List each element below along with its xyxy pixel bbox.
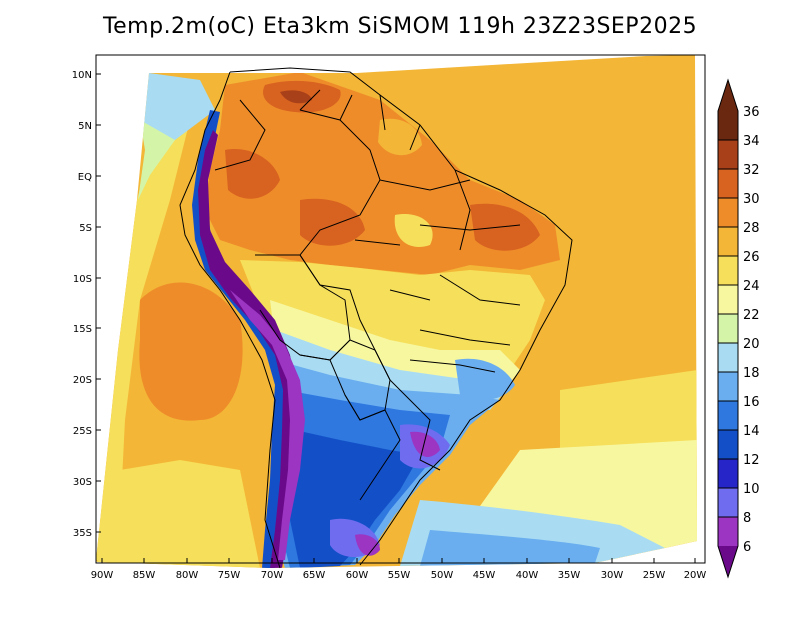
- temperature-field: [96, 68, 697, 568]
- lat-label: 30S: [73, 477, 92, 488]
- colorbar-swatch: [718, 488, 738, 517]
- colorbar-label: 12: [743, 453, 760, 468]
- colorbar-swatch: [718, 430, 738, 459]
- lon-label: 25W: [643, 570, 666, 581]
- lat-label: 20S: [73, 375, 92, 386]
- ocean-zone-pacific-south: [97, 460, 260, 568]
- zone-pampas-coldest: [355, 534, 380, 556]
- latitude-labels: 10N 5N EQ 5S 10S 15S 20S 25S 30S 35S: [72, 70, 92, 539]
- lon-label: 45W: [473, 570, 496, 581]
- lat-label: EQ: [78, 172, 92, 183]
- zone-southeast-cool: [455, 358, 515, 401]
- lon-label: 40W: [516, 570, 539, 581]
- ocean-zone-south-colder: [420, 530, 600, 566]
- colorbar-label: 24: [743, 279, 760, 294]
- border-states: [354, 169, 521, 373]
- colorbar-label: 18: [743, 366, 760, 381]
- ocean-zone-cool-west: [96, 110, 190, 560]
- lon-label: 50W: [431, 570, 454, 581]
- lat-label: 5N: [78, 121, 92, 132]
- colorbar: 6 8 10 12 14 16 18 20 22 24 26 28 30 32 …: [717, 78, 760, 579]
- zone-amazon-hot-east: [470, 203, 540, 251]
- colorbar-swatch: [718, 256, 738, 285]
- colorbar-label: 26: [743, 250, 760, 265]
- colorbar-swatch: [718, 111, 738, 140]
- colorbar-swatch: [718, 169, 738, 198]
- zone-amazon-warm: [205, 72, 560, 275]
- colorbar-swatch: [718, 401, 738, 430]
- political-borders: [179, 67, 573, 569]
- colorbar-labels: 6 8 10 12 14 16 18 20 22 24 26 28 30 32 …: [743, 105, 760, 555]
- colorbar-label: 16: [743, 395, 760, 410]
- ocean-zone-warm-pacific: [139, 282, 243, 421]
- colorbar-label: 22: [743, 308, 760, 323]
- colorbar-swatch: [718, 285, 738, 314]
- lat-label: 15S: [73, 324, 92, 335]
- zone-south-colder: [290, 430, 420, 568]
- ocean-zone-nw-mild: [138, 120, 175, 200]
- zone-central-mild: [240, 260, 545, 375]
- colorbar-label: 32: [743, 163, 760, 178]
- colorbar-swatch: [718, 343, 738, 372]
- colorbar-swatch: [718, 227, 738, 256]
- longitude-labels: 90W 85W 80W 75W 70W 65W 60W 55W 50W 45W …: [91, 570, 707, 581]
- map-title: Temp.2m(oC) Eta3km SiSMOM 119h 23Z23SEP2…: [102, 14, 698, 39]
- colorbar-top-arrow: [718, 80, 738, 111]
- colorbar-swatch: [718, 459, 738, 488]
- lon-label: 55W: [388, 570, 411, 581]
- lon-label: 20W: [684, 570, 707, 581]
- lon-label: 85W: [133, 570, 156, 581]
- colorbar-swatch: [718, 372, 738, 401]
- colorbar-bottom-arrow: [718, 546, 738, 577]
- colorbar-label: 8: [743, 511, 751, 526]
- zone-amazon-hot-west: [225, 149, 280, 199]
- zone-andes-purple: [230, 290, 305, 560]
- colorbar-outline: [717, 78, 739, 579]
- lat-label: 10S: [73, 274, 92, 285]
- lon-label: 30W: [601, 570, 624, 581]
- colorbar-label: 34: [743, 134, 760, 149]
- lon-label: 75W: [218, 570, 241, 581]
- zone-amazon-mild-patch: [378, 118, 422, 156]
- zone-amazon-mild-patch-2: [394, 214, 433, 247]
- colorbar-label: 28: [743, 221, 760, 236]
- zone-south-coldest-patch: [410, 431, 440, 457]
- colorbar-swatch: [718, 140, 738, 169]
- colorbar-label: 10: [743, 482, 760, 497]
- lon-label: 35W: [558, 570, 581, 581]
- colorbar-label: 36: [743, 105, 760, 120]
- zone-amazon-hottest: [280, 90, 312, 104]
- lon-label: 90W: [91, 570, 114, 581]
- lon-label: 80W: [176, 570, 199, 581]
- lat-label: 5S: [79, 223, 92, 234]
- colorbar-label: 14: [743, 424, 760, 439]
- axis-ticks: [96, 73, 696, 563]
- lon-label: 65W: [303, 570, 326, 581]
- lat-label: 10N: [72, 70, 92, 81]
- lon-label: 70W: [261, 570, 284, 581]
- border-brazil: [299, 109, 441, 471]
- colorbar-label: 30: [743, 192, 760, 207]
- colorbar-swatch: [718, 517, 738, 546]
- lon-label: 60W: [346, 570, 369, 581]
- map-frame: [95, 54, 706, 564]
- lat-label: 25S: [73, 426, 92, 437]
- border-northern: [214, 89, 421, 171]
- colorbar-swatch: [718, 314, 738, 343]
- colorbar-swatch: [718, 198, 738, 227]
- border-argentina: [299, 354, 401, 501]
- lat-label: 35S: [73, 528, 92, 539]
- colorbar-label: 6: [743, 540, 751, 555]
- colorbar-label: 20: [743, 337, 760, 352]
